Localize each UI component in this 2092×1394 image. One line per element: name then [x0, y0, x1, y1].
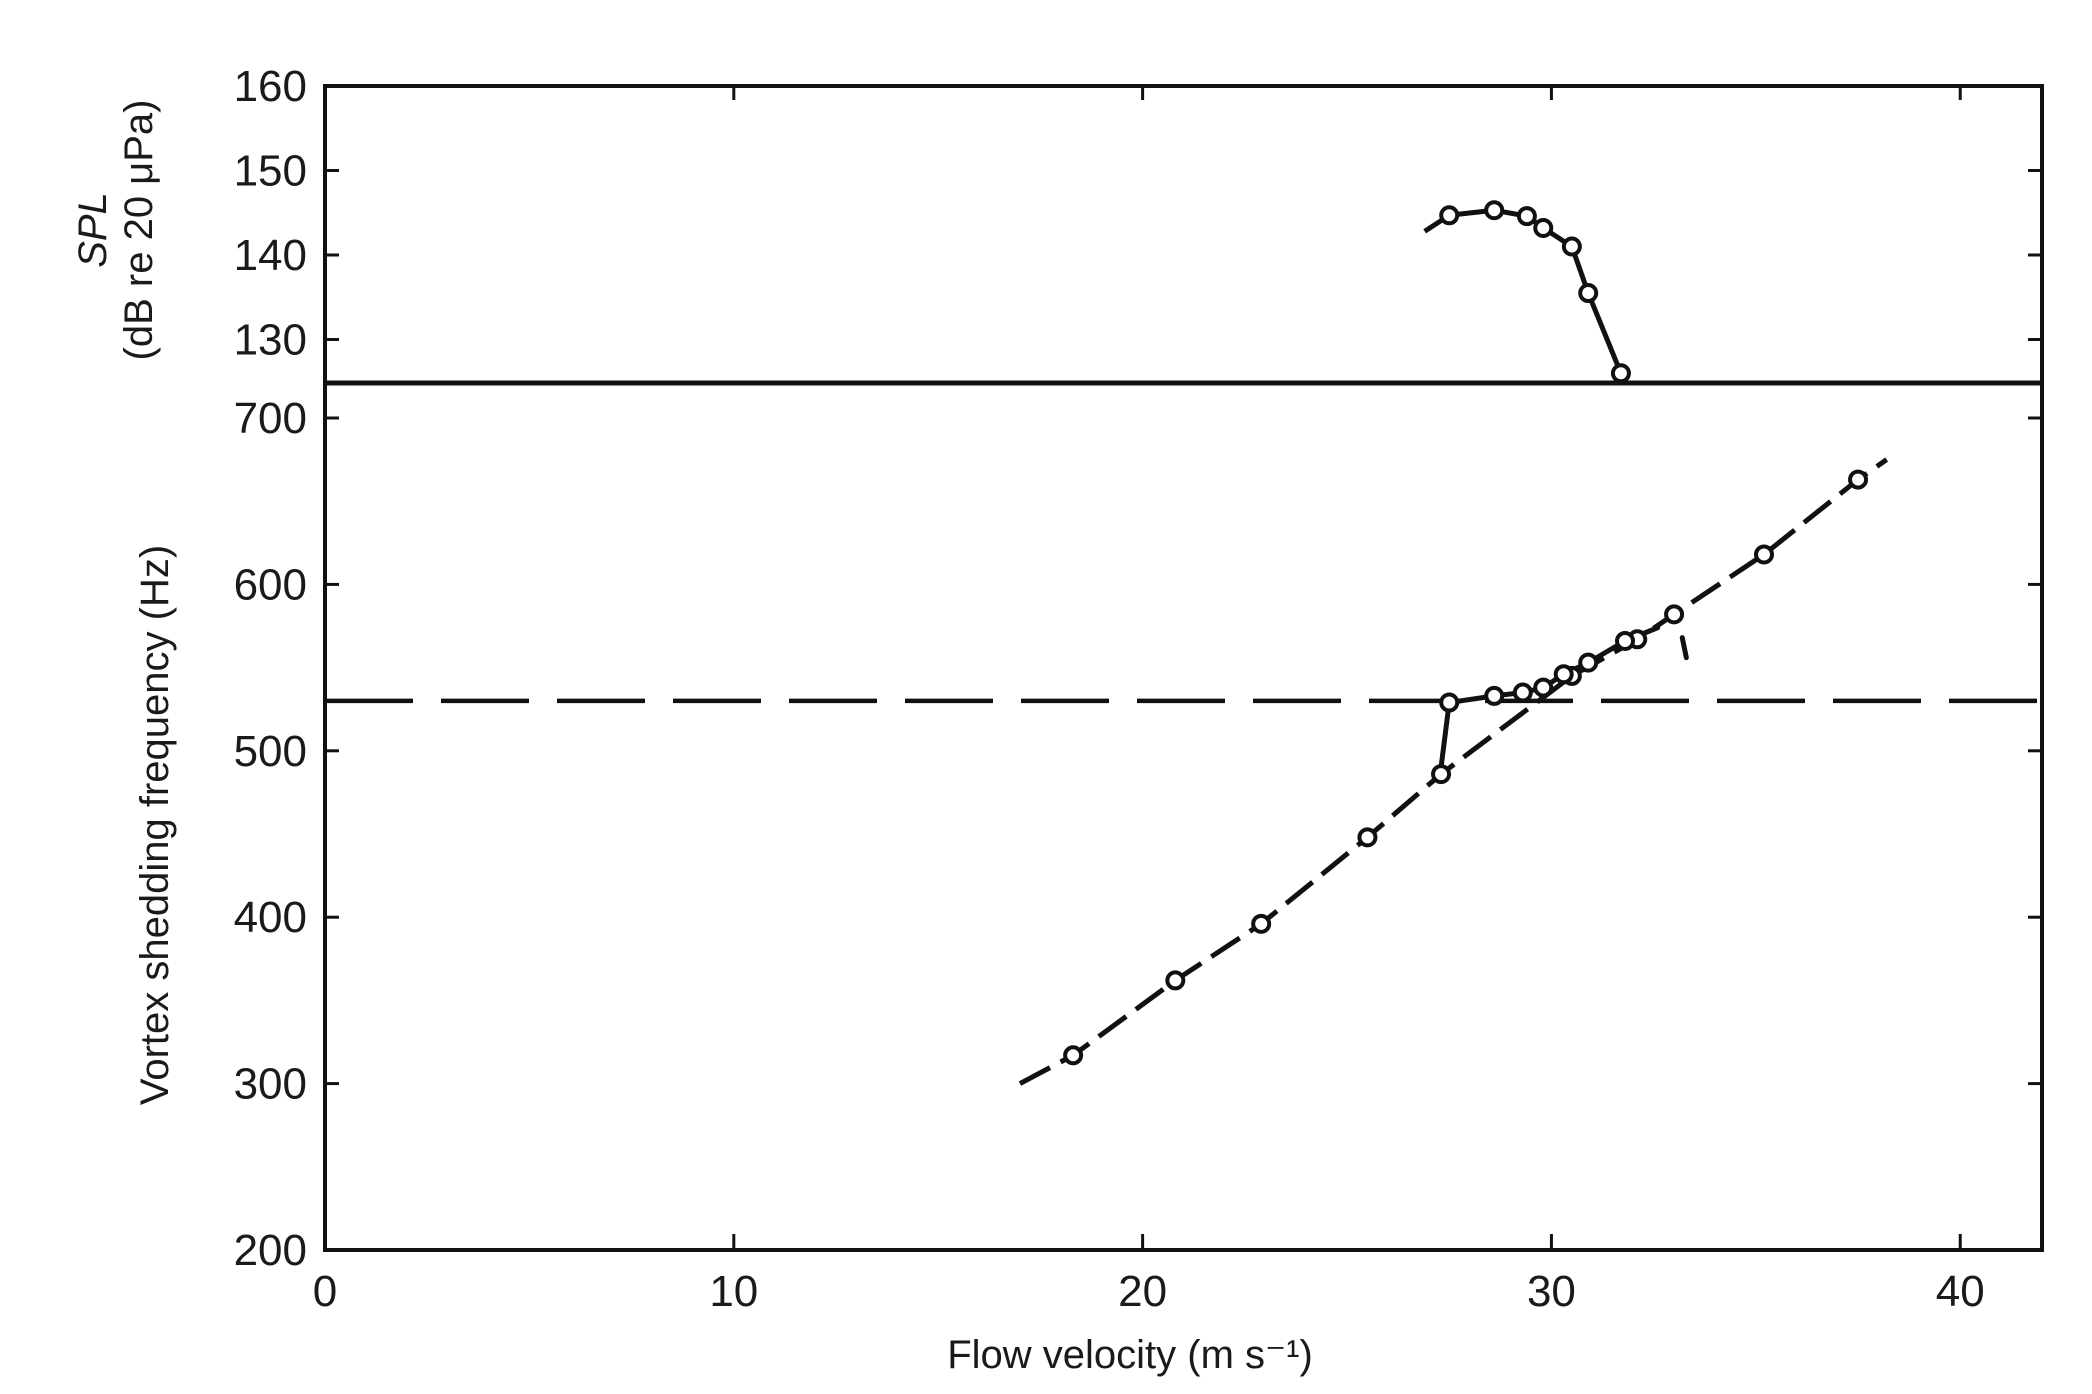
- bottom-y-tick-label: 300: [234, 1060, 307, 1109]
- bottom-y-tick-label: 500: [234, 727, 307, 776]
- x-tick-label: 0: [313, 1267, 337, 1316]
- bottom-data-point: [1848, 469, 1869, 490]
- top-y-axis-label-line1: SPL: [71, 192, 115, 268]
- top-data-point: [1561, 236, 1582, 257]
- bottom-y-tick-label: 200: [234, 1226, 307, 1275]
- top-y-tick-label: 130: [234, 316, 307, 365]
- plot-frame: [323, 84, 2044, 1252]
- bottom-data-point: [1431, 764, 1452, 785]
- x-tick-label: 20: [1118, 1267, 1167, 1316]
- bottom-series-main-line: [1018, 457, 1889, 1086]
- lockin-data-point: [1615, 630, 1636, 651]
- top-data-point: [1439, 205, 1460, 226]
- axis-ticks: [323, 84, 2042, 1252]
- lockin-data-point: [1553, 664, 1574, 685]
- bottom-data-point: [1357, 827, 1378, 848]
- data-points: [1063, 200, 1869, 1066]
- lockin-data-point: [1533, 677, 1554, 698]
- x-axis-label: Flow velocity (m s⁻¹): [947, 1333, 1313, 1377]
- bottom-y-tick-label: 600: [234, 560, 307, 609]
- top-data-point: [1533, 217, 1554, 238]
- top-y-axis-label-line2: (dB re 20 μPa): [117, 100, 161, 361]
- series-lines: [325, 207, 2042, 1086]
- bottom-data-point: [1165, 970, 1186, 991]
- bottom-y-axis-label: Vortex shedding frequency (Hz): [133, 545, 177, 1105]
- top-data-point: [1516, 206, 1537, 227]
- lockin-data-point: [1512, 682, 1533, 703]
- lockin-data-point: [1439, 692, 1460, 713]
- hysteresis-mark: [1679, 635, 1689, 661]
- plot-frames: [323, 84, 2044, 1252]
- top-data-point: [1610, 363, 1631, 384]
- top-y-tick-label: 140: [234, 231, 307, 280]
- x-tick-label: 10: [709, 1267, 758, 1316]
- top-data-point: [1578, 283, 1599, 304]
- bottom-y-tick-label: 700: [234, 394, 307, 443]
- bottom-data-point: [1063, 1045, 1084, 1066]
- x-tick-label: 30: [1527, 1267, 1576, 1316]
- top-data-point: [1484, 200, 1505, 221]
- bottom-y-tick-label: 400: [234, 893, 307, 942]
- tick-labels: 130 140 150 160 200 300 400 500 600 700 0 10 20 30 40: [234, 62, 1985, 1316]
- bottom-data-point: [1754, 544, 1775, 565]
- bottom-data-point: [1251, 913, 1272, 934]
- x-tick-label: 40: [1936, 1267, 1985, 1316]
- bottom-data-point: [1664, 604, 1685, 625]
- top-y-tick-label: 150: [234, 147, 307, 196]
- lockin-data-point: [1578, 652, 1599, 673]
- lockin-data-point: [1484, 685, 1505, 706]
- top-y-tick-label: 160: [234, 62, 307, 111]
